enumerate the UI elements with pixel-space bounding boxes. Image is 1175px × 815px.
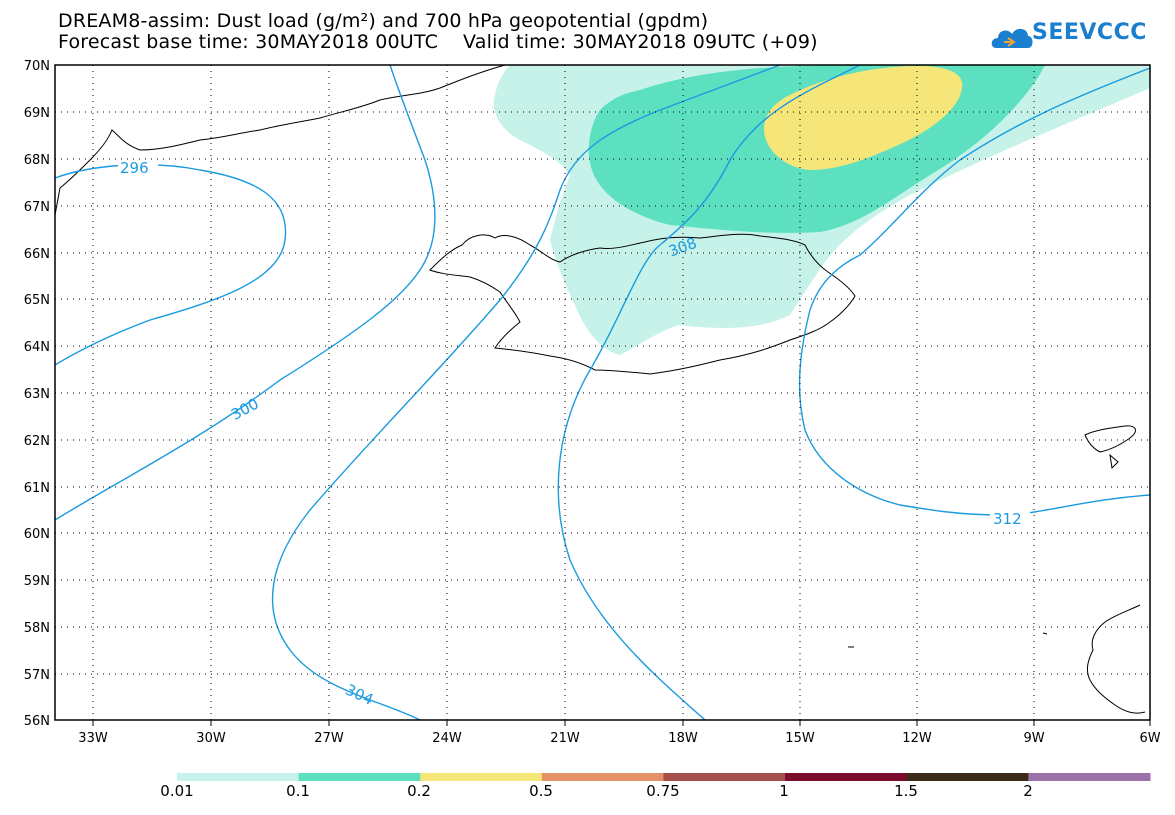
lon-labels: 33W 30W 27W 24W 21W 18W 15W 12W 9W 6W xyxy=(78,731,1160,746)
colorbar-label: 2 xyxy=(1023,782,1033,800)
colorbar-swatch xyxy=(663,773,786,781)
map-title-line1: DREAM8-assim: Dust load (g/m²) and 700 h… xyxy=(58,10,709,32)
lon-label: 24W xyxy=(432,731,462,746)
colorbar-swatch xyxy=(785,773,908,781)
lat-labels: 70N 69N 68N 67N 66N 65N 64N 63N 62N 61N … xyxy=(24,59,50,729)
colorbar-label: 0.5 xyxy=(529,782,553,800)
colorbar-swatch xyxy=(541,773,664,781)
lat-label: 60N xyxy=(24,527,50,542)
lat-label: 58N xyxy=(24,621,50,636)
colorbar-label: 0.1 xyxy=(286,782,310,800)
contour-label-312: 312 xyxy=(993,510,1022,528)
lon-label: 12W xyxy=(902,731,932,746)
contour-308 xyxy=(557,64,861,721)
greenland-coast xyxy=(54,64,506,216)
lon-label: 18W xyxy=(668,731,698,746)
contour-label-300: 300 xyxy=(228,395,262,424)
contour-label-304: 304 xyxy=(343,681,377,709)
map-frame xyxy=(54,64,1151,721)
contour-label-296: 296 xyxy=(120,159,149,177)
lat-label: 66N xyxy=(24,247,50,262)
lon-label: 6W xyxy=(1139,731,1160,746)
colorbar xyxy=(177,773,1151,781)
lat-label: 64N xyxy=(24,340,50,355)
colorbar-swatch xyxy=(906,773,1029,781)
iceland-coast xyxy=(429,233,856,375)
contour-304 xyxy=(271,64,781,721)
colorbar-label: 1 xyxy=(779,782,789,800)
colorbar-label: 0.01 xyxy=(160,782,194,800)
scotland-coast xyxy=(1086,604,1146,714)
map-title-line2: Forecast base time: 30MAY2018 00UTC Vali… xyxy=(58,31,818,53)
lat-label: 68N xyxy=(24,153,50,168)
contour-296 xyxy=(54,164,287,366)
colorbar-swatch xyxy=(1028,773,1151,781)
lat-label: 63N xyxy=(24,387,50,402)
lat-label: 70N xyxy=(24,59,50,74)
axis-ticks xyxy=(92,720,1151,726)
contour-300 xyxy=(54,64,436,521)
lon-label: 30W xyxy=(196,731,226,746)
graticule xyxy=(55,65,1150,720)
lon-label: 9W xyxy=(1023,731,1044,746)
lat-label: 57N xyxy=(24,668,50,683)
coastlines xyxy=(54,64,1146,714)
cloud-icon xyxy=(991,28,1033,48)
colorbar-label: 0.75 xyxy=(646,782,680,800)
lat-label: 65N xyxy=(24,293,50,308)
lon-label: 33W xyxy=(78,731,108,746)
lon-label: 21W xyxy=(550,731,580,746)
colorbar-swatch xyxy=(177,773,300,781)
lat-label: 62N xyxy=(24,434,50,449)
colorbar-swatch xyxy=(420,773,543,781)
dust-fill-layer xyxy=(493,65,1150,355)
colorbar-label: 1.5 xyxy=(894,782,918,800)
lon-label: 15W xyxy=(785,731,815,746)
lat-label: 61N xyxy=(24,481,50,496)
colorbar-swatch xyxy=(298,773,421,781)
seevccc-logo: SEEVCCC xyxy=(1032,20,1147,45)
lat-label: 59N xyxy=(24,574,50,589)
faroe-coast xyxy=(1084,425,1136,470)
lon-label: 27W xyxy=(314,731,344,746)
lat-label: 56N xyxy=(24,714,50,729)
colorbar-label: 0.2 xyxy=(407,782,431,800)
lat-label: 69N xyxy=(24,106,50,121)
lat-label: 67N xyxy=(24,200,50,215)
dust-area-0-2 xyxy=(764,65,963,170)
